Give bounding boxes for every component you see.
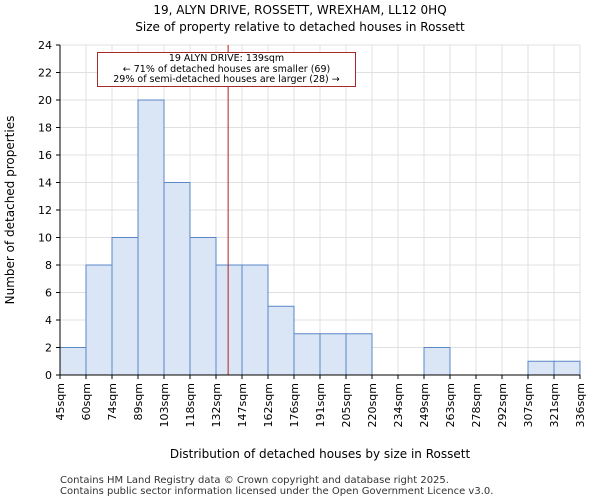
- y-tick-label: 2: [45, 342, 52, 355]
- x-tick-label: 205sqm: [340, 383, 353, 427]
- bar-191sqm: [319, 333, 347, 376]
- y-tick-label: 14: [38, 177, 52, 190]
- y-tick-label: 18: [38, 122, 52, 135]
- y-tick-label: 4: [45, 314, 52, 327]
- y-tick-label: 12: [38, 204, 52, 217]
- chart-title: 19, ALYN DRIVE, ROSSETT, WREXHAM, LL12 0…: [153, 3, 447, 17]
- x-tick-label: 249sqm: [418, 383, 431, 427]
- x-tick-label: 191sqm: [314, 383, 327, 427]
- bar-205sqm: [345, 333, 373, 376]
- x-tick-label: 307sqm: [522, 383, 535, 427]
- bar-162sqm: [267, 305, 295, 376]
- annotation-line-3: 29% of semi-detached houses are larger (…: [113, 74, 340, 85]
- x-tick-label: 45sqm: [54, 383, 67, 420]
- x-tick-label: 336sqm: [574, 383, 587, 427]
- y-tick-label: 20: [38, 94, 52, 107]
- bar-307sqm: [527, 360, 555, 376]
- x-tick-label: 278sqm: [470, 383, 483, 427]
- x-tick-label: 89sqm: [132, 383, 145, 420]
- bar-89sqm: [137, 99, 165, 376]
- y-tick-label: 0: [45, 369, 52, 382]
- x-tick-label: 147sqm: [236, 383, 249, 427]
- bar-60sqm: [85, 264, 113, 376]
- x-tick-label: 176sqm: [288, 383, 301, 427]
- x-tick-label: 220sqm: [366, 383, 379, 427]
- x-tick-label: 292sqm: [496, 383, 509, 427]
- bar-118sqm: [189, 237, 217, 376]
- footer-line-2: Contains public sector information licen…: [60, 486, 494, 497]
- y-tick-label: 16: [38, 149, 52, 162]
- x-tick-label: 162sqm: [262, 383, 275, 427]
- chart-subtitle: Size of property relative to detached ho…: [135, 20, 465, 34]
- bars: [59, 99, 581, 376]
- annotation-line-2: ← 71% of detached houses are smaller (69…: [122, 63, 331, 75]
- x-tick-label: 118sqm: [184, 383, 197, 427]
- bar-176sqm: [293, 333, 321, 376]
- y-tick-label: 10: [38, 232, 52, 245]
- bar-74sqm: [111, 237, 139, 376]
- bar-321sqm: [553, 360, 581, 376]
- bar-45sqm: [59, 347, 87, 376]
- y-axis-label: Number of detached properties: [3, 116, 17, 305]
- footer-line-1: Contains HM Land Registry data © Crown c…: [60, 475, 449, 486]
- x-tick-label: 132sqm: [210, 383, 223, 427]
- annotation-box: 19 ALYN DRIVE: 139sqm ← 71% of detached …: [97, 52, 356, 87]
- x-tick-label: 234sqm: [392, 383, 405, 427]
- annotation-line-1: 19 ALYN DRIVE: 139sqm: [168, 53, 285, 64]
- y-tick-label: 24: [38, 39, 52, 52]
- x-tick-label: 263sqm: [444, 383, 457, 427]
- x-tick-label: 60sqm: [80, 383, 93, 420]
- x-ticks: 45sqm 60sqm 74sqm 89sqm 103sqm 118sqm 132sqm 14…: [54, 375, 587, 427]
- bar-132sqm: [215, 264, 243, 376]
- x-tick-label: 74sqm: [106, 383, 119, 420]
- bar-103sqm: [163, 182, 191, 376]
- x-tick-label: 103sqm: [158, 383, 171, 427]
- x-tick-label: 321sqm: [548, 383, 561, 427]
- y-tick-label: 22: [38, 67, 52, 80]
- bar-147sqm: [241, 264, 269, 376]
- x-axis-label: Distribution of detached houses by size …: [170, 447, 471, 461]
- y-tick-label: 6: [45, 287, 52, 300]
- bar-249sqm: [423, 347, 451, 376]
- y-tick-label: 8: [45, 259, 52, 272]
